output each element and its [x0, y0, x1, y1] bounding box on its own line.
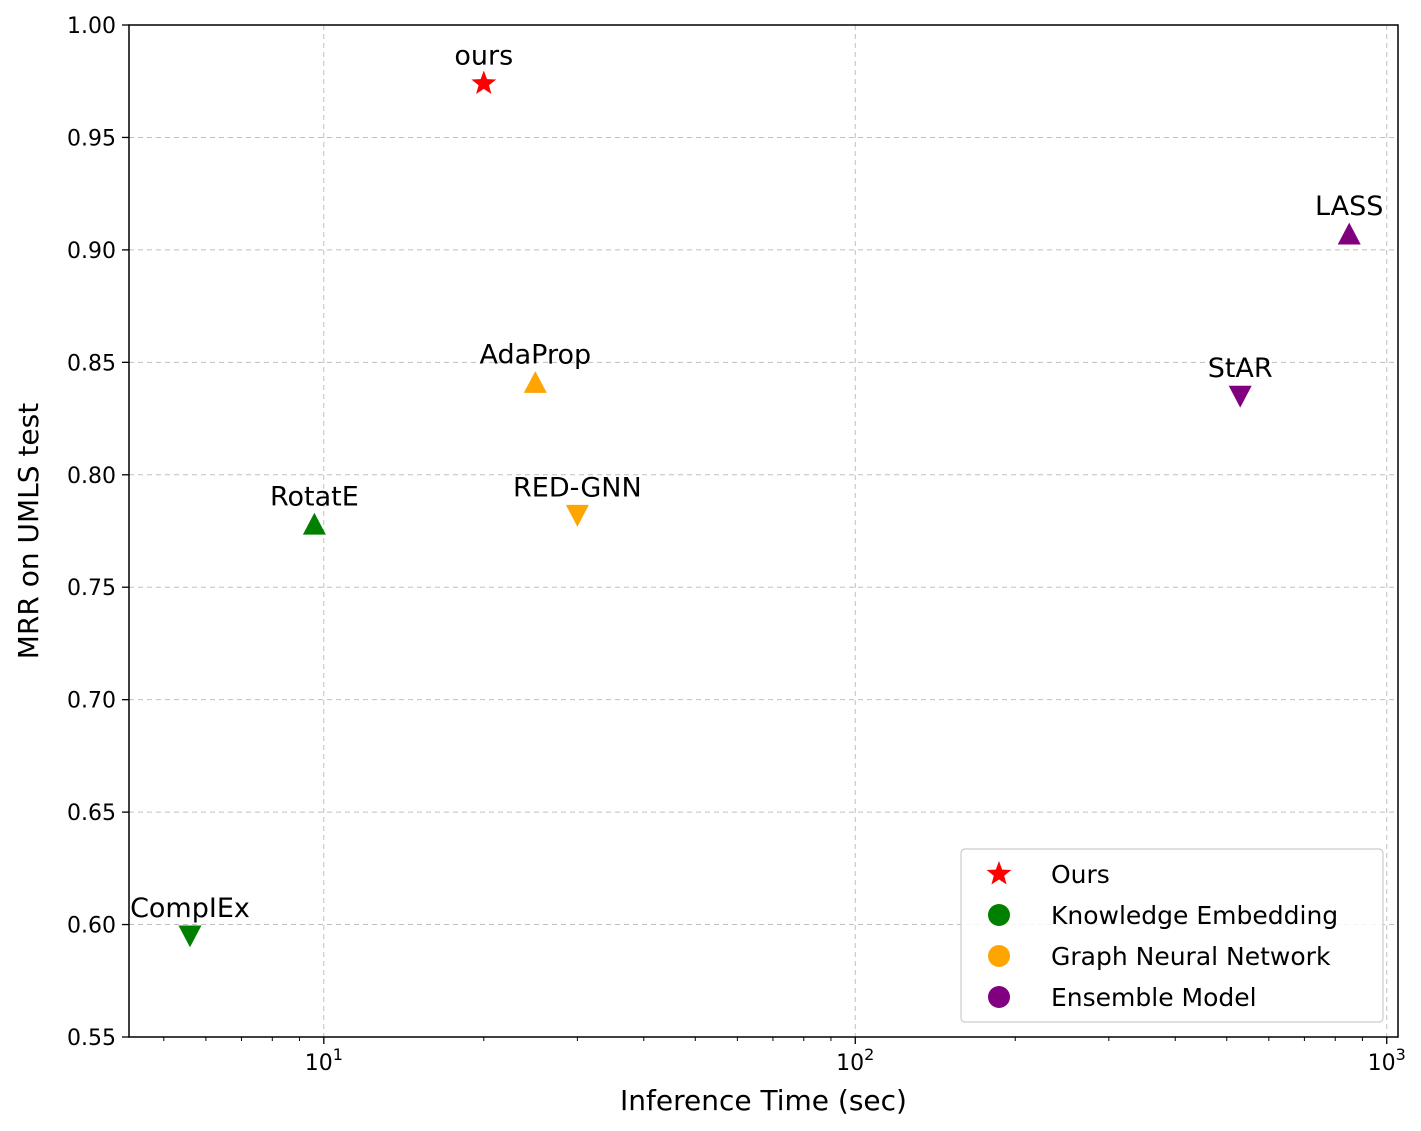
y-axis-title: MRR on UMLS test [12, 403, 45, 659]
point-label: AdaProp [479, 340, 591, 371]
point-marker-star [471, 70, 497, 94]
point-marker-triangle-up [523, 371, 547, 393]
legend-frame [960, 848, 1384, 1023]
x-tick-label: 103 [1368, 1045, 1406, 1076]
legend: Ours Knowledge Embedding Graph Neural Netw… [960, 848, 1384, 1023]
legend-marker-circle [988, 986, 1010, 1008]
y-tick-label: 0.55 [67, 1026, 116, 1051]
data-point: ours [454, 40, 513, 94]
legend-marker-circle [988, 945, 1010, 967]
grid-lines [129, 25, 1398, 1037]
data-point: CompIEx [130, 893, 250, 948]
point-label: ours [454, 40, 513, 71]
y-tick-label: 0.95 [67, 126, 116, 151]
plot-frame [128, 24, 1399, 1038]
y-tick-label: 0.65 [67, 801, 116, 826]
y-tick-label: 0.85 [67, 351, 116, 376]
data-point: AdaProp [479, 340, 591, 393]
x-axis-title: Inference Time (sec) [620, 1084, 907, 1117]
y-tick-label: 0.90 [67, 239, 116, 264]
y-axis-ticks: 0.55 0.60 0.65 0.70 0.75 0.80 0.85 0.90 0.95 1.00 [67, 14, 129, 1051]
y-tick-label: 0.70 [67, 689, 116, 714]
legend-entry: Graph Neural Network [988, 942, 1331, 971]
data-point: RED-GNN [513, 472, 642, 527]
point-marker-triangle-up [1337, 222, 1361, 245]
x-tick-label: 101 [305, 1045, 343, 1076]
point-label: RED-GNN [513, 472, 642, 503]
x-tick-label: 102 [836, 1045, 874, 1076]
legend-marker-circle [988, 904, 1010, 926]
point-label: RotatE [270, 481, 359, 512]
point-marker-triangle-up [302, 512, 326, 535]
y-tick-label: 0.80 [67, 464, 116, 489]
legend-entry: Ours [986, 860, 1110, 889]
point-label: CompIEx [130, 893, 250, 924]
point-marker-triangle-down [565, 504, 589, 527]
legend-label: Knowledge Embedding [1051, 901, 1338, 930]
data-point: LASS [1315, 191, 1383, 245]
legend-label: Ours [1051, 860, 1110, 889]
y-tick-label: 0.75 [67, 576, 116, 601]
point-marker-triangle-down [178, 925, 202, 948]
data-point: RotatE [270, 481, 359, 535]
y-tick-label: 0.60 [67, 914, 116, 939]
point-label: StAR [1208, 353, 1273, 384]
point-label: LASS [1315, 191, 1383, 222]
data-points: ours RotatE CompIEx AdaProp RED-GNN StAR LASS [130, 40, 1383, 948]
x-axis-ticks: 101 102 103 [305, 1037, 1406, 1076]
legend-entry: Ensemble Model [988, 983, 1257, 1012]
point-marker-triangle-down [1228, 385, 1252, 408]
data-point: StAR [1208, 353, 1273, 408]
y-tick-label: 1.00 [67, 14, 116, 39]
legend-label: Ensemble Model [1051, 983, 1257, 1012]
legend-entry: Knowledge Embedding [988, 901, 1338, 930]
legend-label: Graph Neural Network [1051, 942, 1331, 971]
legend-marker-star [986, 861, 1012, 885]
